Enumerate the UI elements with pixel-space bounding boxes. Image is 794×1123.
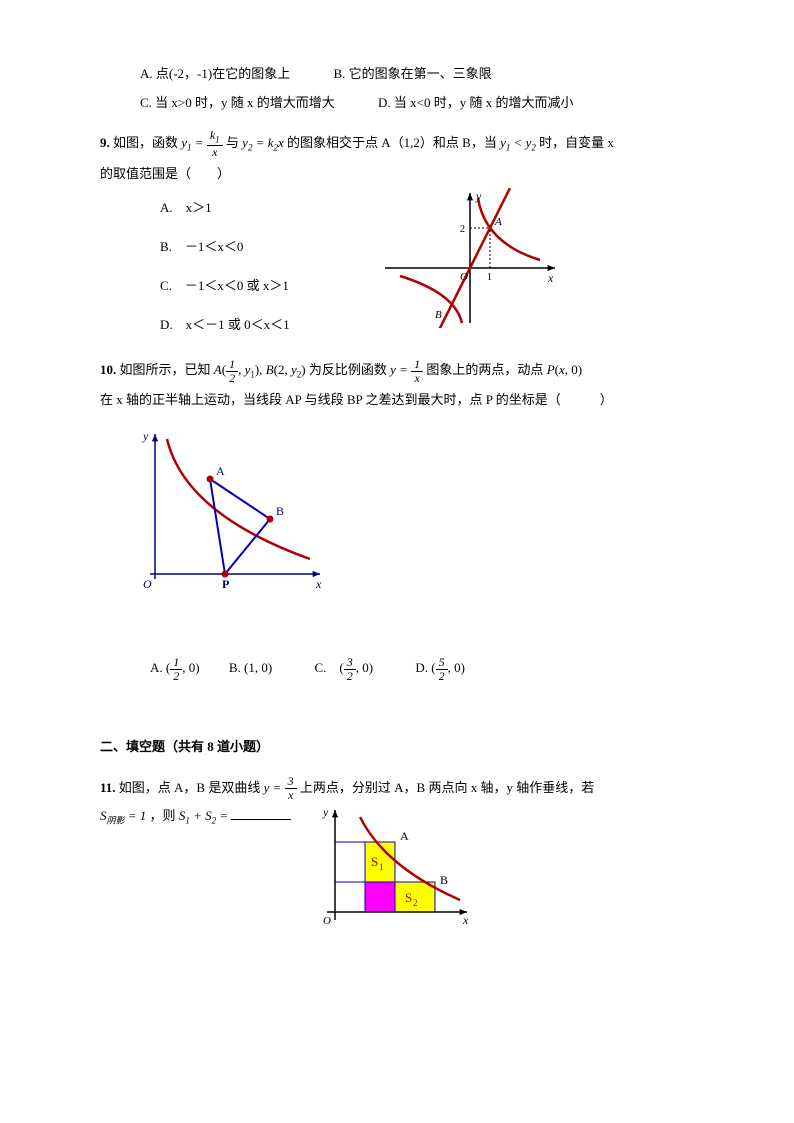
q10-text3: 图象上的两点，动点	[426, 362, 543, 377]
svg-text:O: O	[323, 915, 331, 927]
section-2-title: 二、填空题（共有 8 道小题）	[100, 733, 694, 762]
blank-answer	[231, 819, 291, 820]
svg-text:P: P	[222, 577, 229, 591]
q10-text1: 如图所示，已知	[120, 362, 211, 377]
opt-d: D. 当 x<0 时，y 随 x 的增大而减小	[378, 89, 573, 118]
svg-text:x: x	[462, 913, 469, 927]
svg-text:x: x	[547, 271, 554, 285]
q10-text2: 为反比例函数	[309, 362, 387, 377]
svg-text:y: y	[142, 429, 149, 443]
question-10: 10. 如图所示，已知 A(12, y1), B(2, y2) 为反比例函数 y…	[100, 356, 694, 683]
svg-text:2: 2	[460, 224, 465, 235]
svg-text:y: y	[322, 805, 329, 819]
q11-text2: 上两点，分别过 A，B 两点向 x 轴，y 轴作垂线，若	[300, 780, 594, 795]
svg-text:2: 2	[413, 898, 418, 908]
opt-b: B. 它的图象在第一、三象限	[333, 60, 491, 89]
pt-P: P	[547, 362, 555, 377]
q9-text5: 的取值范围是（ ）	[100, 166, 230, 181]
eq-y: y =	[390, 362, 411, 377]
svg-text:O: O	[143, 577, 152, 591]
svg-text:B: B	[276, 504, 284, 518]
svg-text:B: B	[440, 873, 448, 887]
svg-text:1: 1	[379, 862, 384, 872]
svg-text:1: 1	[487, 272, 492, 283]
q10-text4: 在 x 轴的正半轴上运动，当线段 AP 与线段 BP 之差达到最大时，点 P 的…	[100, 392, 613, 407]
q11-text1: 如图，点 A，B 是双曲线	[119, 780, 261, 795]
q9-text1: 如图，函数	[113, 135, 178, 150]
opt-d: D. x＜－1 或 0＜x＜1	[160, 305, 380, 344]
svg-text:B: B	[435, 309, 442, 321]
ineq: y1 < y2	[500, 135, 536, 150]
question-11: 11. 如图，点 A，B 是双曲线 y = 3x 上两点，分别过 A，B 两点向…	[100, 774, 694, 933]
opt-b: B. －1＜x＜0	[160, 227, 380, 266]
svg-text:O: O	[460, 271, 468, 283]
q9-text2: 与	[226, 135, 239, 150]
pt-B: B	[266, 362, 274, 377]
opt-c: C. 当 x>0 时，y 随 x 的增大而增大	[140, 89, 335, 118]
s-shade: S阴影 = 1	[100, 808, 146, 823]
eq-y1: y1 =	[181, 135, 207, 150]
frac-1x: 1x	[411, 358, 423, 385]
opt-a: A. (12, 0)	[150, 660, 200, 675]
opt-a: A. x＞1	[160, 188, 380, 227]
q9-text4: 时，自变量 x	[539, 135, 614, 150]
eq-y2: y2 = k2x	[242, 135, 284, 150]
q9-num: 9.	[100, 135, 110, 150]
graph-q9: Ox y A B 1 2	[380, 188, 560, 328]
graph-q10: Ox y A B P	[130, 424, 330, 594]
opt-b: B. (1, 0)	[229, 660, 272, 675]
opt-c: C. (32, 0)	[314, 660, 373, 675]
svg-text:S: S	[371, 854, 378, 869]
q11-num: 11.	[100, 780, 116, 795]
q8-options: A. 点(-2，-1)在它的图象上 B. 它的图象在第一、三象限 C. 当 x>…	[100, 60, 694, 117]
q10-options: A. (12, 0) B. (1, 0) C. (32, 0) D. (52, …	[100, 654, 694, 683]
frac-3x: 3x	[285, 775, 297, 802]
q10-num: 10.	[100, 362, 116, 377]
svg-text:S: S	[405, 890, 412, 905]
svg-text:x: x	[315, 577, 322, 591]
svg-text:A: A	[400, 829, 409, 843]
q9-options: A. x＞1 B. －1＜x＜0 C. －1＜x＜0 或 x＞1 D. x＜－1…	[100, 188, 380, 344]
s-sum: S1 + S2 =	[179, 808, 232, 823]
opt-a: A. 点(-2，-1)在它的图象上	[140, 60, 290, 89]
q9-text3: 的图象相交于点 A（1,2）和点 B，当	[287, 135, 497, 150]
q11-text3: ，则	[150, 808, 176, 823]
frac-k1x: k1x	[207, 129, 223, 159]
eq-y3x: y =	[264, 780, 285, 795]
svg-text:y: y	[475, 189, 482, 203]
question-9: 9. 如图，函数 y1 = k1x 与 y2 = k2x 的图象相交于点 A（1…	[100, 129, 694, 344]
opt-d: D. (52, 0)	[415, 660, 465, 675]
svg-text:A: A	[494, 216, 502, 228]
opt-c: C. －1＜x＜0 或 x＞1	[160, 266, 380, 305]
graph-q11: OxyABS1S2	[305, 802, 475, 932]
frac-half: 12	[226, 358, 238, 385]
svg-text:A: A	[216, 464, 225, 478]
pt-A: A	[214, 362, 222, 377]
